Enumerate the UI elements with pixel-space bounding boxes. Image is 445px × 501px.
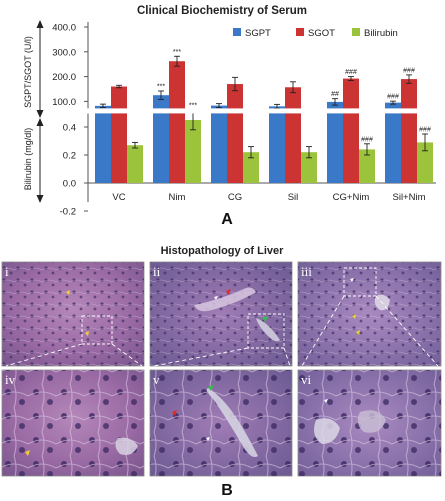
arrow-marker-yellow: [25, 450, 30, 456]
bar-sgpt: [95, 105, 111, 183]
bar-sgpt: [153, 95, 169, 183]
bar-bilirubin: [359, 149, 375, 183]
bar-sgot: [227, 84, 243, 183]
significance-marker: ###: [387, 94, 399, 101]
bar-sgpt: [211, 105, 227, 183]
chart-title: Clinical Biochemistry of Serum: [137, 5, 307, 17]
significance-marker: ##: [331, 91, 339, 98]
upper-axis-label: SGPT/SGOT (U/l): [23, 36, 33, 108]
arrow-marker-green: [208, 385, 214, 391]
bar-sgpt: [385, 102, 401, 183]
axis-arrows: [36, 20, 44, 203]
bar-bilirubin: [127, 145, 143, 183]
micrograph-i: [1, 261, 145, 367]
lower-axis-label: Bilirubin (mg/dl): [23, 128, 33, 191]
micrograph-label: v: [153, 372, 160, 387]
arrow-marker-yellow: [66, 290, 70, 295]
legend-label-bilirubin: Bilirubin: [364, 28, 398, 39]
bar-sgot: [401, 79, 417, 183]
significance-marker: ***: [157, 83, 165, 90]
y-tick-label: 400.0: [52, 23, 76, 34]
y-tick-label: 0.2: [63, 151, 76, 162]
histology-title: Histopathology of Liver: [161, 245, 285, 257]
arrow-marker-white: [206, 437, 210, 441]
x-tick-label: Nim: [169, 192, 186, 203]
micrograph-label: i: [5, 264, 9, 279]
panel-a-letter: A: [221, 211, 233, 228]
micrograph-label: ii: [153, 264, 161, 279]
x-tick-label: CG: [228, 192, 242, 203]
y-tick-label: -0.2: [60, 207, 76, 218]
arrow-marker-white: [350, 278, 354, 282]
arrow-marker-green: [262, 316, 268, 322]
y-tick-label: 0.0: [63, 179, 76, 190]
micrograph-iv: [1, 369, 145, 477]
zoom-box-iii: [343, 267, 377, 297]
significance-marker: ###: [419, 127, 431, 134]
micrograph-vi: [297, 369, 442, 477]
x-tick-label: CG+Nim: [333, 192, 370, 203]
x-tick-label: Sil: [288, 192, 299, 203]
significance-marker: ***: [173, 49, 181, 56]
zoom-connectors: [5, 295, 439, 367]
bar-bilirubin: [417, 142, 433, 183]
y-tick-label: 0.4: [63, 123, 76, 134]
chart-legend: SGPT SGOT Bilirubin: [233, 28, 398, 39]
axis-break: [86, 108, 438, 114]
significance-marker: ###: [403, 67, 415, 74]
bar-sgpt: [269, 106, 285, 183]
zoom-box-i: [81, 315, 113, 345]
micrograph-label: iv: [5, 372, 16, 387]
significance-marker: ###: [345, 69, 357, 76]
legend-label-sgot: SGOT: [308, 28, 335, 39]
bar-sgot: [111, 86, 127, 183]
micrograph-iii: [297, 261, 442, 367]
micrograph-ii: [149, 261, 293, 367]
legend-swatch-sgot: [296, 28, 304, 36]
bar-bilirubin: [243, 152, 259, 183]
significance-marker: ###: [361, 136, 373, 143]
y-tick-label: 200.0: [52, 72, 76, 83]
significance-marker: ***: [189, 103, 197, 110]
micrograph-label: vi: [301, 372, 312, 387]
panel-b-letter: B: [221, 482, 233, 499]
legend-swatch-bilirubin: [352, 28, 360, 36]
micrograph-label: iii: [301, 264, 312, 279]
legend-swatch-sgpt: [233, 28, 241, 36]
bar-sgot: [285, 87, 301, 183]
x-tick-label: Sil+Nim: [393, 192, 426, 203]
arrow-marker-yellow: [352, 314, 356, 319]
bar-sgpt: [327, 101, 343, 183]
x-tick-labels: VC Nim CG Sil CG+Nim Sil+Nim: [112, 192, 425, 203]
arrow-marker-yellow: [85, 331, 89, 336]
chart-bars: *********#################: [86, 49, 438, 183]
arrow-marker-yellow: [356, 330, 360, 335]
bar-sgot: [343, 78, 359, 183]
bar-bilirubin: [301, 152, 317, 183]
micrograph-v: [149, 369, 293, 477]
zoom-box-ii: [247, 313, 285, 349]
arrow-marker-white: [214, 296, 218, 300]
arrow-marker-red: [226, 289, 231, 295]
y-tick-label: 100.0: [52, 97, 76, 108]
x-tick-label: VC: [112, 192, 125, 203]
arrow-marker-red: [172, 410, 177, 416]
arrow-marker-white: [324, 399, 328, 403]
bar-bilirubin: [185, 120, 201, 183]
y-tick-labels: 400.0 300.0 200.0 100.0 0.4 0.2 0.0 -0.2: [52, 23, 88, 218]
y-tick-label: 300.0: [52, 47, 76, 58]
legend-label-sgpt: SGPT: [245, 28, 271, 39]
bar-sgot: [169, 61, 185, 183]
